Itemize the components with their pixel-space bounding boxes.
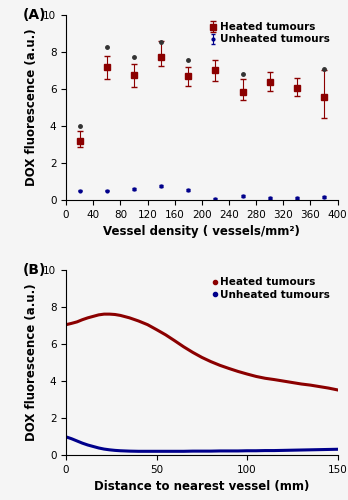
Heated tumours (91, 314, 95, 320)
Unheated tumours (164, 448, 168, 454)
Unheated tumours (127, 448, 132, 454)
Text: (B): (B) (23, 262, 46, 276)
X-axis label: Distance to nearest vessel (mm): Distance to nearest vessel (mm) (94, 480, 309, 494)
Heated tumours (182, 344, 186, 350)
Heated tumours (97, 312, 101, 318)
Unheated tumours (254, 448, 258, 454)
Heated tumours (200, 354, 204, 360)
Heated tumours (236, 368, 240, 374)
Unheated tumours (218, 448, 222, 454)
Heated tumours (86, 315, 90, 321)
Heated tumours (191, 350, 195, 356)
Unheated tumours (97, 445, 101, 451)
Unheated tumours (70, 436, 74, 442)
Heated tumours (317, 384, 322, 390)
Heated tumours (75, 319, 79, 325)
Heated tumours (218, 362, 222, 368)
Y-axis label: DOX fluorescence (a.u.): DOX fluorescence (a.u.) (25, 28, 38, 186)
Unheated tumours (209, 448, 213, 454)
Heated tumours (80, 316, 85, 322)
Unheated tumours (326, 446, 331, 452)
Y-axis label: DOX fluorescence (a.u.): DOX fluorescence (a.u.) (25, 284, 38, 442)
Heated tumours (164, 332, 168, 338)
Heated tumours (209, 358, 213, 364)
Heated tumours (118, 312, 122, 318)
Heated tumours (299, 381, 303, 387)
Unheated tumours (335, 446, 340, 452)
Unheated tumours (227, 448, 231, 454)
Legend: Heated tumours, Unheated tumours: Heated tumours, Unheated tumours (210, 276, 332, 301)
Text: (A): (A) (23, 8, 46, 22)
Unheated tumours (263, 448, 267, 454)
Heated tumours (64, 322, 68, 328)
Unheated tumours (299, 447, 303, 453)
Heated tumours (155, 326, 159, 332)
Unheated tumours (91, 444, 95, 450)
Unheated tumours (272, 448, 276, 454)
Heated tumours (227, 366, 231, 372)
Line: Heated tumours: Heated tumours (66, 314, 338, 390)
Unheated tumours (317, 446, 322, 452)
Heated tumours (127, 315, 132, 321)
Line: Unheated tumours: Unheated tumours (66, 437, 338, 452)
Unheated tumours (75, 438, 79, 444)
Heated tumours (136, 318, 141, 324)
Unheated tumours (308, 447, 313, 453)
Heated tumours (70, 320, 74, 326)
Unheated tumours (102, 446, 106, 452)
Unheated tumours (155, 448, 159, 454)
Heated tumours (326, 385, 331, 391)
Heated tumours (145, 322, 150, 328)
Unheated tumours (108, 447, 112, 453)
Heated tumours (173, 338, 177, 344)
Unheated tumours (113, 448, 117, 454)
Heated tumours (113, 312, 117, 318)
Unheated tumours (290, 447, 294, 453)
Heated tumours (308, 382, 313, 388)
Unheated tumours (281, 448, 285, 454)
Unheated tumours (182, 448, 186, 454)
Unheated tumours (173, 448, 177, 454)
Unheated tumours (236, 448, 240, 454)
Unheated tumours (118, 448, 122, 454)
Unheated tumours (191, 448, 195, 454)
Unheated tumours (200, 448, 204, 454)
Heated tumours (281, 378, 285, 384)
Unheated tumours (145, 448, 150, 454)
Unheated tumours (86, 442, 90, 448)
Unheated tumours (80, 440, 85, 446)
Unheated tumours (245, 448, 249, 454)
Heated tumours (245, 371, 249, 377)
Heated tumours (263, 376, 267, 382)
Unheated tumours (64, 434, 68, 440)
Heated tumours (108, 311, 112, 317)
X-axis label: Vessel density ( vessels/mm²): Vessel density ( vessels/mm²) (103, 225, 300, 238)
Heated tumours (102, 311, 106, 317)
Heated tumours (254, 374, 258, 380)
Heated tumours (290, 380, 294, 386)
Unheated tumours (136, 448, 141, 454)
Legend: Heated tumours, Unheated tumours: Heated tumours, Unheated tumours (207, 20, 332, 46)
Heated tumours (335, 387, 340, 393)
Heated tumours (272, 376, 276, 382)
